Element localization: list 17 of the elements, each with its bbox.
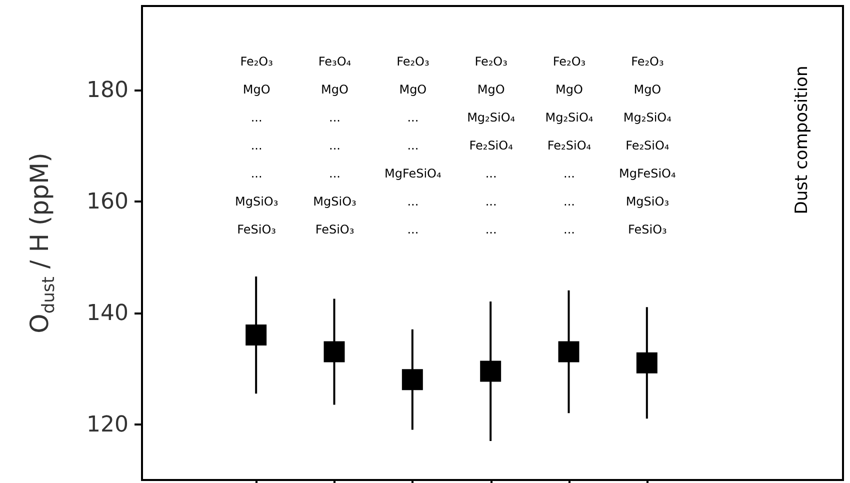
point — [636, 352, 658, 374]
y-tick-label: 160 — [86, 190, 128, 215]
y-tick-label: 120 — [86, 412, 128, 438]
point — [558, 341, 580, 362]
text: Dust composition — [792, 66, 812, 214]
x-tick-label: Fe₃O₄ MgO ... ... ... MgSiO₃ FeSiO₃ — [313, 54, 357, 236]
point — [480, 360, 502, 382]
x-tick-label: Fe₂O₃ MgO ... ... MgFeSiO₄ ... ... — [384, 54, 442, 236]
point — [324, 341, 345, 362]
x-tick-label: Fe₂O₃ MgO Mg₂SiO₄ Fe₂SiO₄ ... ... ... — [545, 54, 594, 236]
x-tick-label: Fe₂O₃ MgO ... ... ... MgSiO₃ FeSiO₃ — [234, 54, 278, 236]
point — [402, 369, 423, 390]
point — [246, 324, 267, 346]
y-tick-label: 140 — [86, 301, 128, 326]
x-tick-label: Fe₂O₃ MgO Mg₂SiO₄ Fe₂SiO₄ MgFeSiO₄ MgSiO₃ FeSiO₃ — [619, 54, 676, 236]
x-tick-label: Fe₂O₃ MgO Mg₂SiO₄ Fe₂SiO₄ ... ... ... — [467, 54, 516, 236]
y-tick-label: 180 — [86, 78, 128, 104]
